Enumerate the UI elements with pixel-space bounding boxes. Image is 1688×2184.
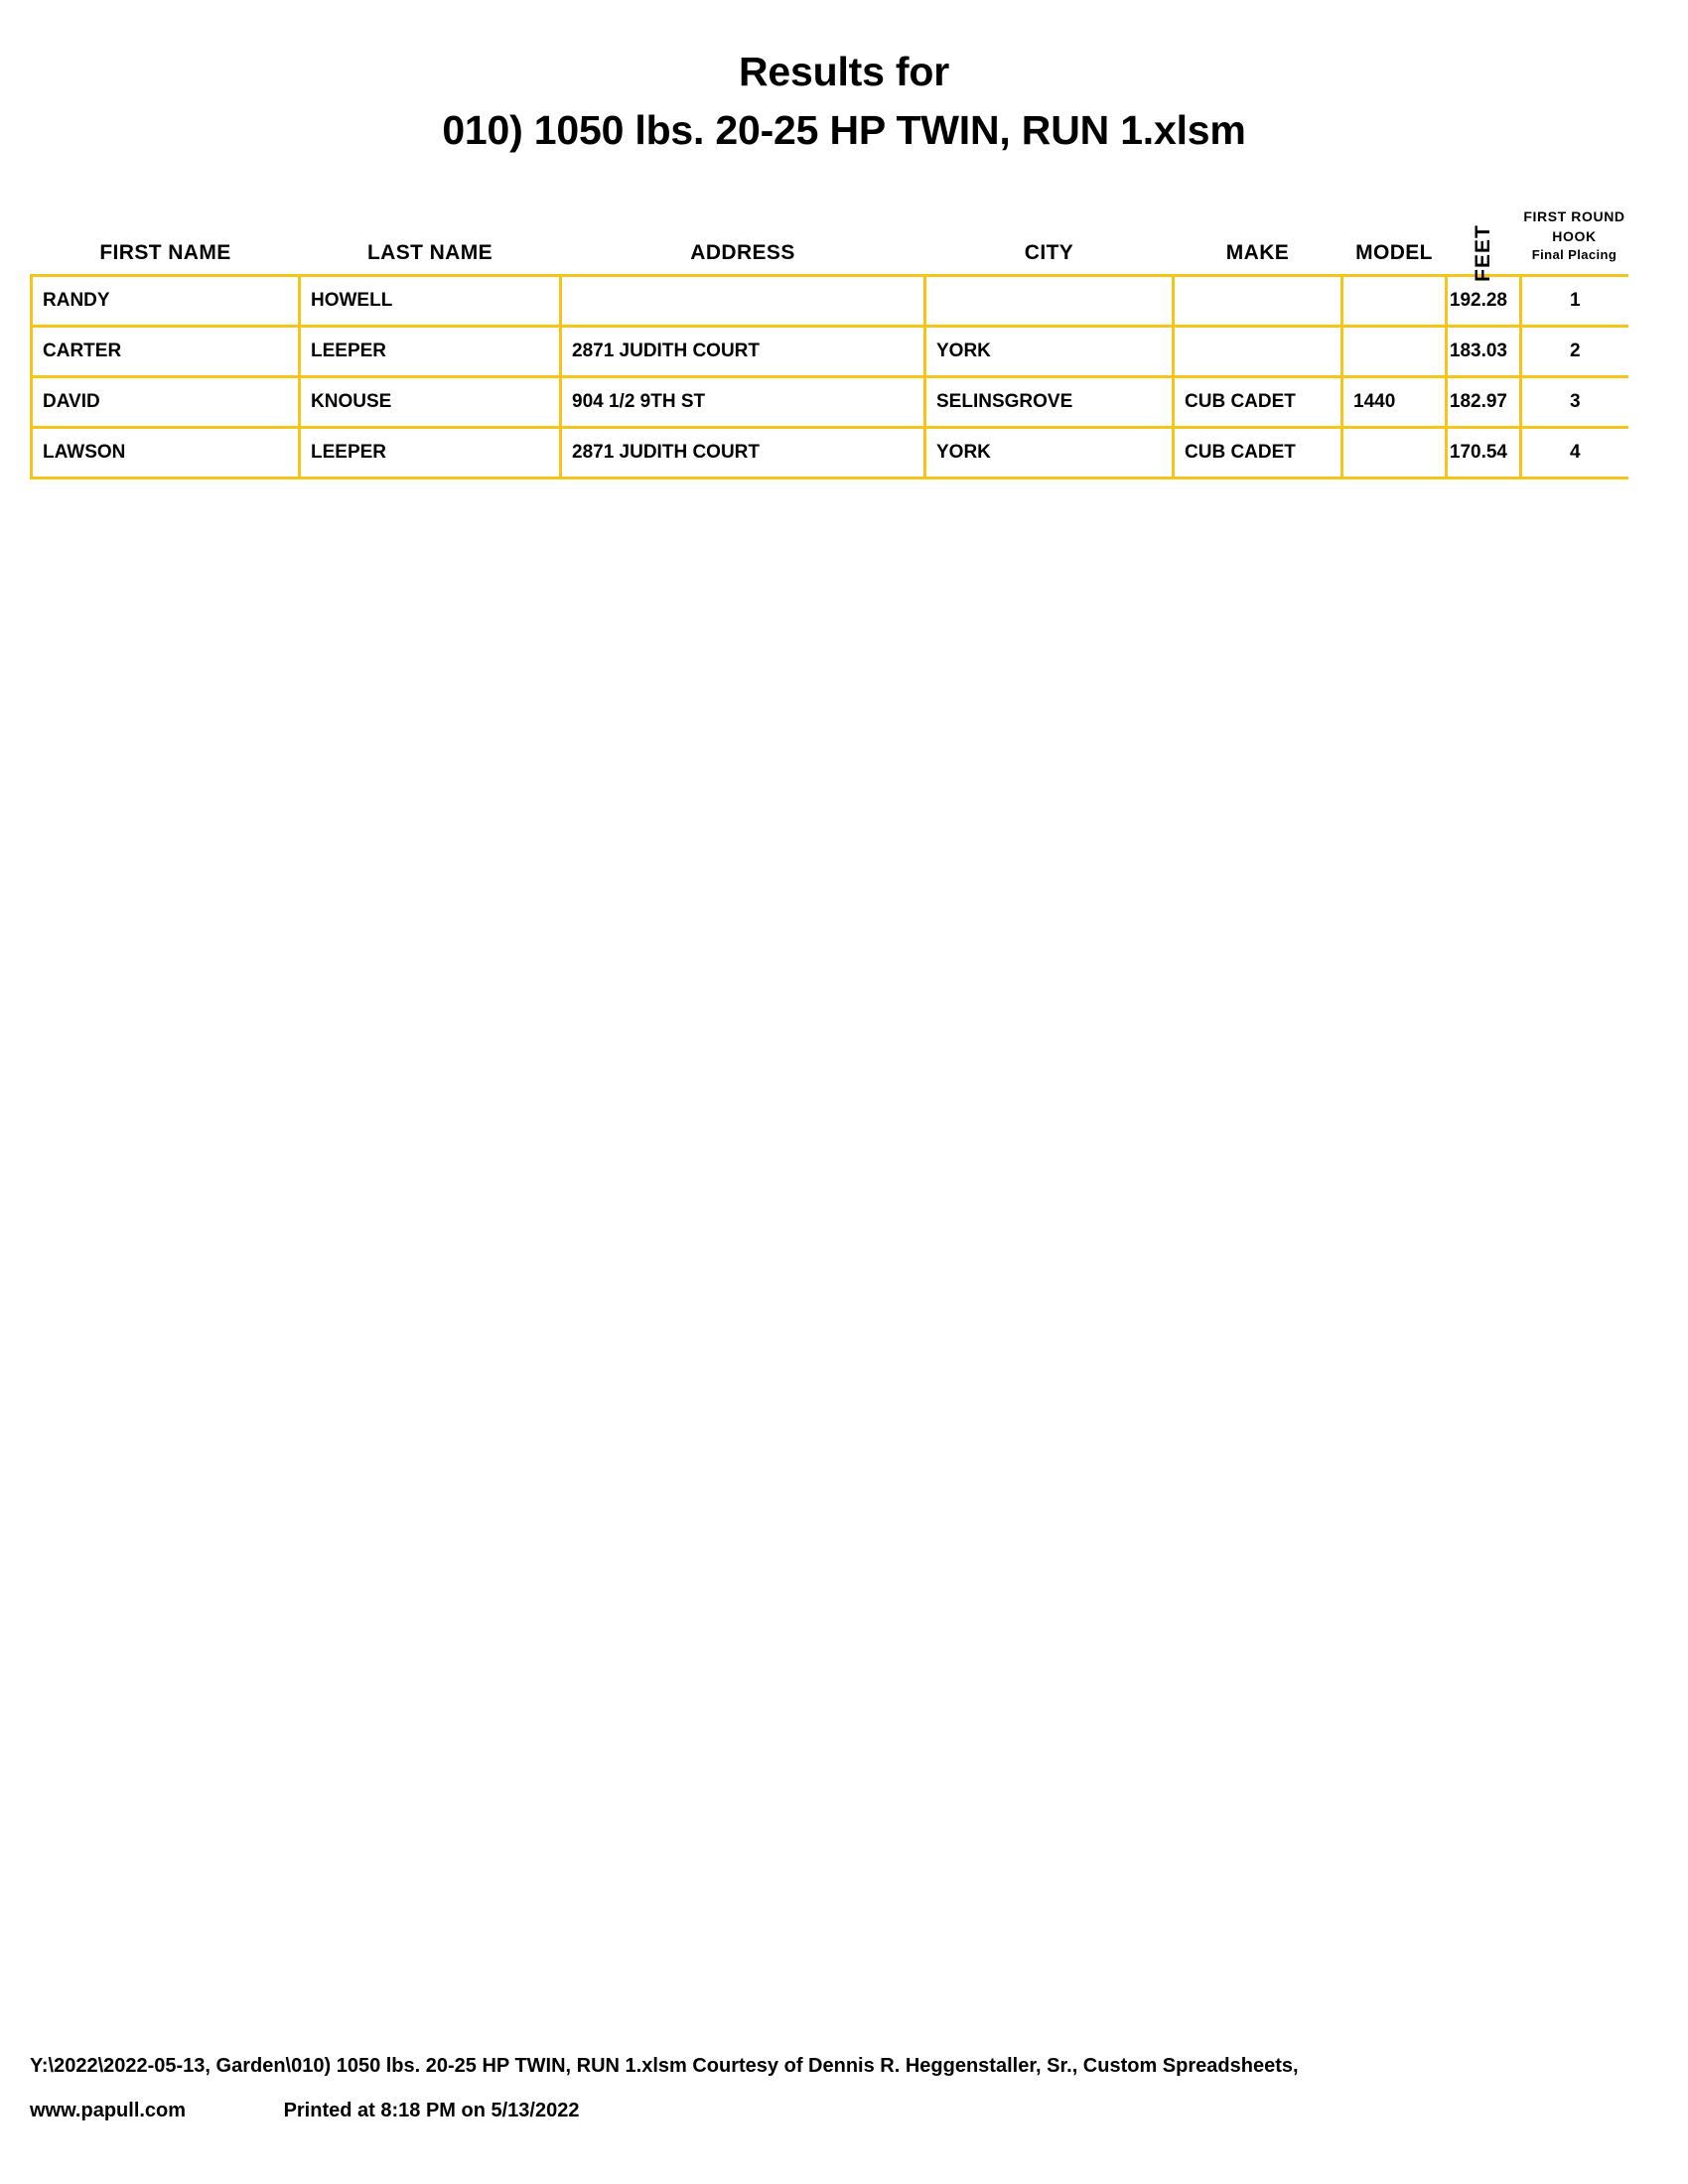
table-row: DAVID KNOUSE 904 1/2 9TH ST SELINSGROVE … xyxy=(30,375,1628,429)
footer-meta: www.papull.com Printed at 8:18 PM on 5/1… xyxy=(30,2100,1658,2122)
table-row: CARTER LEEPER 2871 JUDITH COURT YORK 183… xyxy=(30,325,1628,378)
cell-model xyxy=(1340,325,1447,378)
cell-city xyxy=(923,274,1174,328)
cell-first-name: CARTER xyxy=(30,325,300,378)
cell-model: 1440 xyxy=(1340,375,1447,429)
cell-feet: 170.54 xyxy=(1445,426,1521,479)
cell-first-name: RANDY xyxy=(30,274,300,328)
cell-last-name: LEEPER xyxy=(298,426,561,479)
table-body: RANDY HOWELL 192.28 1 CARTER LEEPER 2871… xyxy=(30,274,1628,479)
title-filename: 010) 1050 lbs. 20-25 HP TWIN, RUN 1.xlsm xyxy=(442,106,1246,153)
cell-last-name: KNOUSE xyxy=(298,375,561,429)
cell-first-name: LAWSON xyxy=(30,426,300,479)
footer-source-path: Y:\2022\2022-05-13, Garden\010) 1050 lbs… xyxy=(30,2055,1299,2077)
table-row: LAWSON LEEPER 2871 JUDITH COURT YORK CUB… xyxy=(30,426,1628,479)
column-header-placing-line1: FIRST ROUND xyxy=(1523,207,1625,224)
cell-city: YORK xyxy=(923,426,1174,479)
page-title: Results for 010) 1050 lbs. 20-25 HP TWIN… xyxy=(0,49,1688,154)
column-header-placing-line2: HOOK xyxy=(1552,227,1597,244)
column-header-model: MODEL xyxy=(1355,241,1433,264)
column-header-city: CITY xyxy=(1024,241,1074,264)
cell-make xyxy=(1172,274,1342,328)
cell-feet: 183.03 xyxy=(1445,325,1521,378)
cell-model xyxy=(1340,426,1447,479)
cell-address: 904 1/2 9TH ST xyxy=(559,375,925,429)
cell-final-placing: 3 xyxy=(1519,375,1628,429)
column-header-first-name: FIRST NAME xyxy=(99,241,231,264)
cell-feet: 192.28 xyxy=(1445,274,1521,328)
cell-model xyxy=(1340,274,1447,328)
cell-last-name: LEEPER xyxy=(298,325,561,378)
cell-final-placing: 4 xyxy=(1519,426,1628,479)
cell-feet: 182.97 xyxy=(1445,375,1521,429)
cell-final-placing: 1 xyxy=(1519,274,1628,328)
results-table: FIRST NAME LAST NAME ADDRESS CITY MAKE M… xyxy=(30,204,1628,479)
column-header-placing-line3: Final Placing xyxy=(1531,247,1618,263)
page-footer: Y:\2022\2022-05-13, Garden\010) 1050 lbs… xyxy=(30,2055,1658,2122)
table-header-row: FIRST NAME LAST NAME ADDRESS CITY MAKE M… xyxy=(32,204,1628,282)
table-header: FIRST NAME LAST NAME ADDRESS CITY MAKE M… xyxy=(32,204,1628,282)
cell-make xyxy=(1172,325,1342,378)
column-header-feet-label: FEET xyxy=(1471,224,1494,282)
column-header-last-name: LAST NAME xyxy=(366,241,493,264)
column-header-address: ADDRESS xyxy=(690,241,795,264)
footer-printed-timestamp: Printed at 8:18 PM on 5/13/2022 xyxy=(283,2100,580,2121)
cell-make: CUB CADET xyxy=(1172,375,1342,429)
cell-address xyxy=(559,274,925,328)
column-header-final-placing: FIRST ROUND HOOK Final Placing xyxy=(1521,204,1628,276)
footer-website: www.papull.com xyxy=(30,2100,187,2121)
table-row: RANDY HOWELL 192.28 1 xyxy=(30,274,1628,328)
cell-make: CUB CADET xyxy=(1172,426,1342,479)
cell-city: YORK xyxy=(923,325,1174,378)
cell-final-placing: 2 xyxy=(1519,325,1628,378)
title-primary: Results for xyxy=(739,49,949,94)
cell-address: 2871 JUDITH COURT xyxy=(559,325,925,378)
column-header-feet: FEET xyxy=(1447,204,1521,282)
cell-city: SELINSGROVE xyxy=(923,375,1174,429)
cell-last-name: HOWELL xyxy=(298,274,561,328)
cell-address: 2871 JUDITH COURT xyxy=(559,426,925,479)
column-header-make: MAKE xyxy=(1225,241,1290,264)
cell-first-name: DAVID xyxy=(30,375,300,429)
